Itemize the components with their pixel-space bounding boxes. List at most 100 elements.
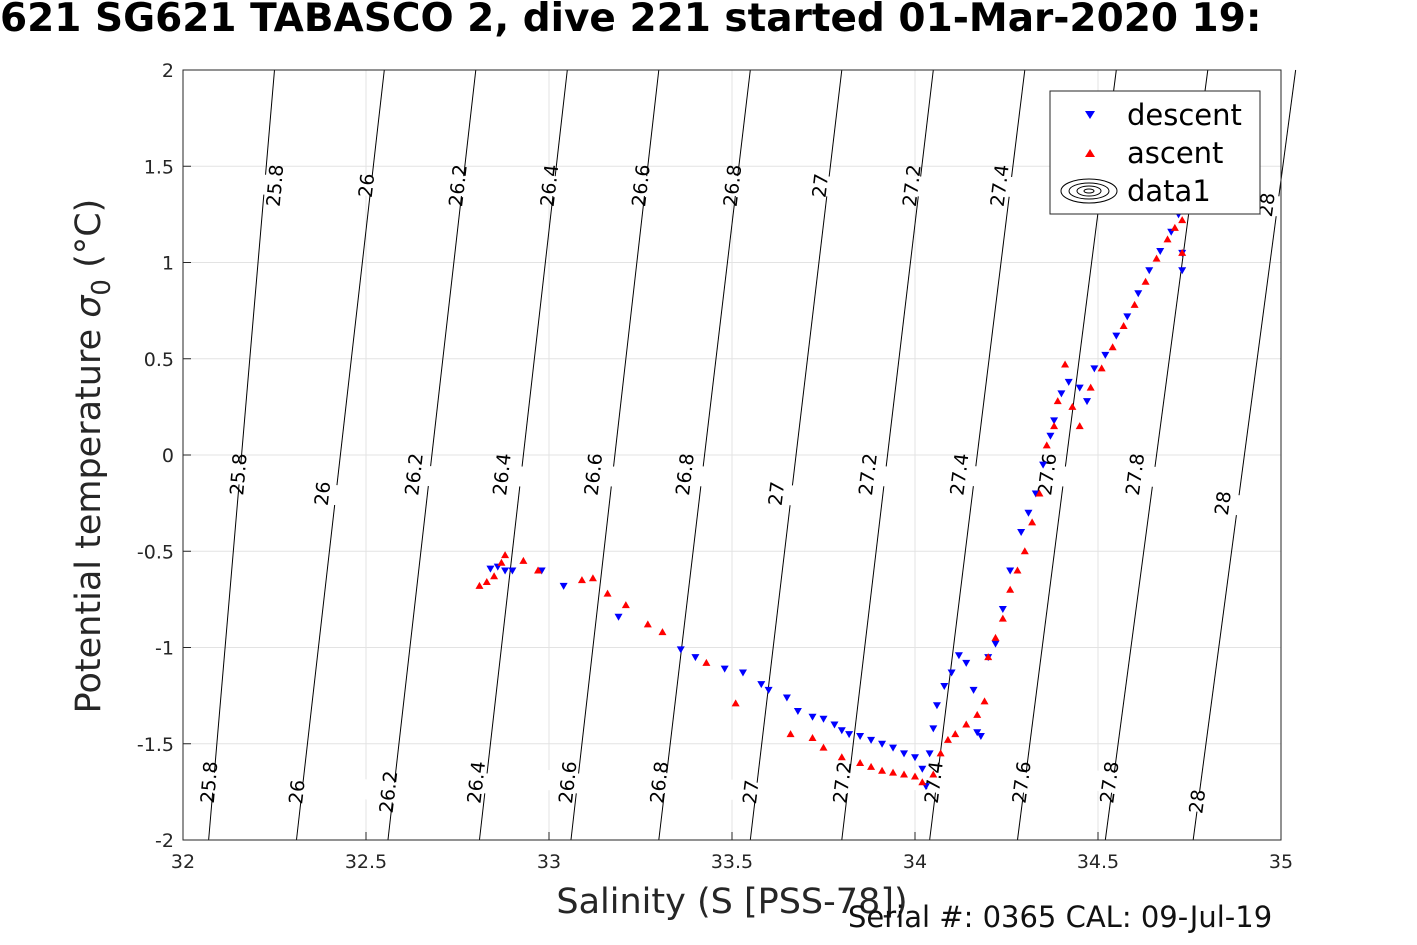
ascent-point bbox=[837, 753, 846, 761]
isopycnal-label: 26.6 bbox=[555, 760, 582, 805]
ascent-point bbox=[951, 730, 960, 738]
isopycnal-label: 27 bbox=[808, 172, 833, 199]
y-axis-label-symbol: σ bbox=[69, 294, 109, 318]
isopycnal-label: 25.8 bbox=[226, 452, 252, 496]
ascent-point bbox=[731, 699, 740, 707]
ascent-point bbox=[973, 710, 982, 718]
isopycnal-label: 26.6 bbox=[628, 163, 655, 208]
descent-point bbox=[501, 567, 510, 575]
ascent-point bbox=[1152, 254, 1161, 262]
ascent-point bbox=[889, 768, 898, 776]
isopycnal-line bbox=[929, 69, 1026, 841]
descent-point bbox=[559, 582, 568, 590]
isopycnal-line bbox=[749, 69, 843, 841]
isopycnal-label: 26.8 bbox=[646, 760, 673, 805]
isopycnal-label-bg bbox=[655, 461, 714, 488]
ascent-point bbox=[1028, 518, 1037, 526]
descent-point bbox=[1050, 417, 1059, 425]
descent-point bbox=[1101, 351, 1110, 359]
x-tick-label: 34 bbox=[903, 851, 927, 873]
descent-point bbox=[830, 721, 839, 729]
descent-point bbox=[940, 683, 949, 690]
ascent-point bbox=[1170, 223, 1179, 231]
isopycnal-label-bg bbox=[337, 172, 395, 199]
ascent-point bbox=[808, 733, 817, 741]
isopycnal-label-bg bbox=[209, 461, 267, 487]
descent-point bbox=[856, 733, 865, 741]
descent-point bbox=[1178, 267, 1187, 275]
isopycnal-label-bg bbox=[267, 778, 326, 805]
isopycnal-label-bg bbox=[721, 778, 780, 806]
isopycnal-label-bg bbox=[446, 769, 505, 796]
ascent-point bbox=[1119, 322, 1128, 330]
descent-point bbox=[537, 567, 546, 575]
descent-point bbox=[911, 754, 919, 762]
isopycnal-line bbox=[208, 69, 275, 841]
descent-point bbox=[757, 681, 766, 689]
descent-point bbox=[486, 565, 495, 573]
isopycnal-line bbox=[658, 69, 751, 841]
y-tick-label: -1.5 bbox=[137, 734, 174, 756]
ascent-point bbox=[1013, 566, 1022, 574]
ascent-point bbox=[943, 735, 952, 743]
ascent-point bbox=[1097, 364, 1106, 372]
descent-point bbox=[614, 613, 623, 621]
isopycnal-label: 26.4 bbox=[537, 163, 564, 208]
isopycnal-label-bg bbox=[882, 172, 941, 199]
descent-point bbox=[947, 669, 956, 677]
ascent-point bbox=[911, 772, 919, 780]
descent-point bbox=[962, 659, 971, 667]
descent-point bbox=[1031, 490, 1040, 498]
ascent-point bbox=[603, 589, 612, 597]
descent-point bbox=[1112, 332, 1121, 340]
isopycnal-label-bg bbox=[293, 480, 352, 507]
isopycnal-label: 26 bbox=[285, 779, 310, 806]
isopycnal-label: 26.4 bbox=[463, 760, 490, 805]
ascent-point bbox=[1068, 402, 1077, 410]
descent-point bbox=[1064, 378, 1073, 386]
y-axis-label-main: Potential temperature bbox=[69, 318, 109, 714]
descent-point bbox=[925, 750, 934, 758]
descent-point bbox=[691, 654, 700, 662]
descent-point bbox=[1083, 398, 1092, 406]
isopycnal-label: 27.6 bbox=[1034, 452, 1061, 497]
isopycnal-label-bg bbox=[992, 768, 1051, 796]
isopycnal-label: 27.8 bbox=[1122, 452, 1149, 497]
y-tick-label: 0.5 bbox=[144, 349, 174, 371]
descent-point bbox=[1123, 313, 1132, 321]
isopycnal-label: 26 bbox=[355, 172, 380, 199]
isopycnal-label: 28 bbox=[1185, 788, 1210, 815]
isopycnal-label-bg bbox=[812, 769, 871, 796]
x-tick-label: 33.5 bbox=[711, 851, 753, 873]
ascent-point bbox=[786, 730, 795, 738]
ascent-point bbox=[497, 558, 506, 566]
x-axis-label: Salinity (S [PSS-78]) bbox=[556, 882, 907, 922]
ascent-point bbox=[1178, 248, 1187, 256]
descent-point bbox=[782, 694, 791, 702]
descent-point bbox=[1145, 267, 1154, 275]
legend-ascent-label: ascent bbox=[1127, 136, 1223, 170]
isopycnal-label: 26.2 bbox=[376, 770, 403, 815]
isopycnal-label: 27.6 bbox=[1009, 760, 1036, 805]
ascent-point bbox=[490, 572, 499, 580]
density-contours: 25.8 25.8 25.8 26 26 26 26.2 26.2 26.2 26.4 26.4 26… bbox=[179, 69, 1297, 841]
ascent-point bbox=[1020, 547, 1029, 555]
ascent-point bbox=[900, 770, 909, 778]
y-axis-label: Potential temperature σ0 (°C) bbox=[69, 199, 117, 714]
isopycnal-label-bg bbox=[790, 172, 849, 199]
ascent-point bbox=[998, 614, 1007, 622]
ascent-point bbox=[819, 743, 828, 751]
y-tick-label: 1.5 bbox=[144, 156, 174, 178]
isopycnal-label: 26 bbox=[311, 480, 336, 507]
ascent-point bbox=[1086, 383, 1095, 391]
descent-point bbox=[1090, 365, 1099, 373]
isopycnal-label-bg bbox=[538, 769, 597, 796]
ascent-point bbox=[918, 778, 927, 786]
isopycnal-label: 26.2 bbox=[445, 163, 472, 208]
legend-data1-contour-icon bbox=[1060, 178, 1118, 204]
descent-point bbox=[508, 567, 517, 575]
legend-box bbox=[1049, 90, 1261, 215]
ascent-point bbox=[501, 551, 510, 559]
ascent-point bbox=[936, 749, 945, 757]
ascent-point bbox=[1130, 300, 1139, 308]
